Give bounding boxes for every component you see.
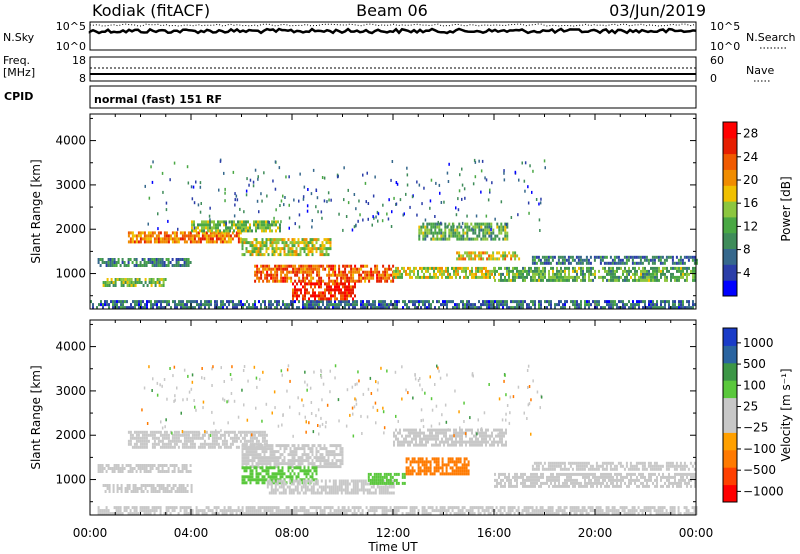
nsky-trace (88, 27, 697, 35)
power-band (97, 258, 192, 267)
nsky-tick-bottom: 10^0 (56, 40, 86, 53)
velocity-ytick-label: 1000 (55, 473, 86, 487)
time-tick-label: 00:00 (73, 526, 108, 540)
station-title: Kodiak (fitACF) (92, 1, 210, 20)
velocity-colorbar-tick-label: −1000 (743, 484, 784, 498)
velocity-colorbar-tick-label: 100 (743, 378, 766, 392)
velocity-band (367, 472, 406, 485)
power-band (418, 222, 509, 241)
power-band (254, 264, 395, 283)
nave-tick-bottom: 0 (710, 72, 717, 85)
time-tick-label: 16:00 (477, 526, 512, 540)
nave-tick-top: 60 (710, 54, 724, 67)
nsearch-trace (89, 23, 695, 27)
power-band (241, 238, 332, 257)
nsearch-tick-bottom: 10^0 (710, 40, 740, 53)
power-y-axis-label: Slant Range [km] (29, 159, 43, 263)
cpid-panel: CPID normal (fast) 151 RF (4, 85, 697, 109)
power-colorbar-tick-label: 8 (743, 243, 751, 257)
nave-label: Nave (746, 64, 774, 77)
freq-tick-bottom: 8 (79, 72, 86, 85)
power-heatmap-panel: 1000 2000 3000 4000 Slant Range [km] 4 8 12 16 20… (29, 113, 793, 310)
velocity-colorbar-tick-label: −25 (743, 421, 768, 435)
date-title: 03/Jun/2019 (609, 1, 706, 20)
velocity-colorbar-label: Velocity [m s⁻¹] (779, 368, 793, 461)
time-tick-label: 08:00 (275, 526, 310, 540)
nsky-tick-top: 10^5 (56, 20, 86, 33)
velocity-ytick-label: 2000 (55, 428, 86, 442)
power-band (191, 220, 281, 233)
power-ytick-label: 3000 (55, 178, 86, 192)
cpid-value: normal (fast) 151 RF (94, 93, 222, 106)
power-colorbar-tick-label: 4 (743, 266, 751, 280)
velocity-colorbar-tick-label: 500 (743, 357, 766, 371)
freq-panel: Freq. [MHz] 18 8 60 0 Nave (3, 54, 774, 85)
nsky-label: N.Sky (3, 31, 35, 44)
time-tick-label: 12:00 (376, 526, 411, 540)
power-ytick-label: 4000 (55, 134, 86, 148)
velocity-band (102, 484, 193, 493)
velocity-band (97, 506, 698, 516)
velocity-heatmap-panel: 1000 2000 3000 4000 00:00 04:00 08:00 12:00 16:0… (29, 319, 793, 554)
power-band (102, 278, 167, 287)
time-tick-label: 04:00 (174, 526, 209, 540)
nsearch-tick-top: 10^5 (710, 20, 740, 33)
velocity-band (266, 479, 395, 495)
velocity-band (405, 457, 470, 476)
power-colorbar-label: Power [dB] (779, 176, 793, 241)
power-colorbar-tick-label: 20 (743, 173, 758, 187)
velocity-colorbar-tick-label: 1000 (743, 336, 774, 350)
velocity-band (393, 428, 507, 447)
power-band (127, 231, 242, 244)
velocity-band (494, 472, 696, 488)
power-ytick-label: 2000 (55, 222, 86, 236)
velocity-colorbar: 1000 500 100 25 −25 −100 −500 −1000 Velocity [m … (722, 327, 793, 503)
velocity-ytick-label: 3000 (55, 384, 86, 398)
time-tick-label: 20:00 (578, 526, 613, 540)
nsearch-label: N.Search (746, 31, 796, 44)
time-tick-label: 00:00 (679, 526, 714, 540)
velocity-y-axis-label: Slant Range [km] (29, 365, 43, 469)
power-band (456, 251, 521, 261)
velocity-ytick-label: 4000 (55, 340, 86, 354)
velocity-colorbar-tick-label: 25 (743, 400, 758, 414)
power-band (393, 266, 495, 279)
power-band (531, 255, 698, 265)
power-colorbar-tick-label: 12 (743, 219, 758, 233)
freq-tick-top: 18 (72, 54, 86, 67)
power-sparse-scatter (144, 158, 546, 232)
power-colorbar: 4 8 12 16 20 24 28 Power [dB] (722, 121, 793, 297)
freq-unit: [MHz] (3, 66, 35, 79)
nsky-panel: N.Sky 10^5 10^0 10^5 10^0 N.Search (3, 20, 796, 53)
cpid-label: CPID (4, 90, 33, 103)
power-band (494, 266, 696, 282)
power-colorbar-tick-label: 16 (743, 196, 758, 210)
power-colorbar-tick-label: 28 (743, 127, 758, 141)
power-colorbar-tick-label: 24 (743, 150, 758, 164)
velocity-band (97, 464, 192, 473)
velocity-colorbar-tick-label: −500 (743, 463, 776, 477)
x-axis-label: Time UT (367, 540, 418, 554)
beam-title: Beam 06 (356, 1, 428, 20)
velocity-sparse-scatter (141, 364, 543, 438)
freq-label: Freq. (3, 54, 30, 67)
power-ytick-label: 1000 (55, 267, 86, 281)
velocity-colorbar-tick-label: −100 (743, 442, 776, 456)
power-band (292, 282, 356, 301)
velocity-band (531, 461, 696, 471)
